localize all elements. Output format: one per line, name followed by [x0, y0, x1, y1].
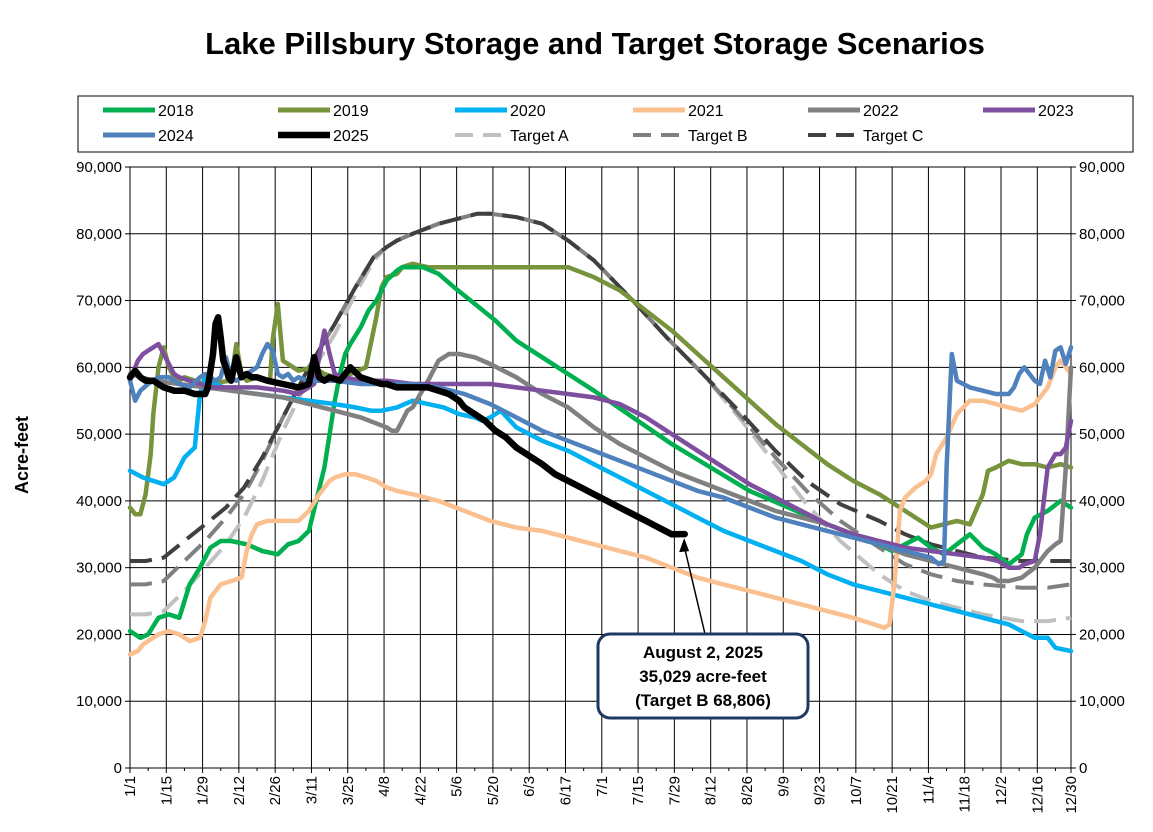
- y-tick-label-right: 70,000: [1079, 293, 1125, 310]
- legend-label-2018: 2018: [158, 103, 194, 120]
- y-tick-label-left: 30,000: [76, 560, 122, 577]
- series-line-2024: [127, 341, 1074, 567]
- x-tick-label: 4/22: [412, 776, 429, 805]
- x-tick-label: 6/3: [521, 776, 538, 797]
- x-tick-label: 10/21: [884, 776, 901, 814]
- y-tick-label-left: 80,000: [76, 226, 122, 243]
- legend-label-target-b: Target B: [688, 128, 748, 145]
- y-tick-label-right: 20,000: [1079, 626, 1125, 643]
- y-tick-label-left: 60,000: [76, 359, 122, 376]
- x-tick-label: 1/15: [158, 776, 175, 805]
- y-tick-label-left: 90,000: [76, 159, 122, 176]
- x-tick-label: 9/23: [812, 776, 829, 805]
- x-tick-label: 10/7: [848, 776, 865, 805]
- x-tick-label: 11/4: [920, 776, 937, 804]
- series-line-2020: [127, 375, 1074, 654]
- x-tick-label: 12/16: [1029, 776, 1046, 814]
- y-tick-label-right: 30,000: [1079, 560, 1125, 577]
- series-line-2022: [127, 351, 1074, 584]
- x-tick-label: 1/1: [122, 776, 139, 797]
- y-tick-label-right: 60,000: [1079, 359, 1125, 376]
- legend-box: [77, 95, 1134, 153]
- y-tick-label-right: 0: [1079, 760, 1087, 777]
- x-tick-label: 2/12: [231, 776, 248, 805]
- series-line-2025: [126, 314, 688, 538]
- x-tick-label: 5/20: [485, 776, 502, 805]
- x-tick-label: 5/6: [449, 776, 466, 797]
- y-tick-label-left: 50,000: [76, 426, 122, 443]
- series-line-2023: [127, 328, 1074, 570]
- series-group: [126, 211, 1074, 657]
- annotation-arrowhead: [679, 538, 690, 553]
- x-tick-label: 3/25: [340, 776, 357, 805]
- annotation: August 2, 2025 35,029 acre-feet (Target B …: [596, 538, 810, 720]
- annotation-box: [596, 632, 810, 720]
- legend-label-2024: 2024: [158, 128, 194, 145]
- x-tick-label: 12/30: [1063, 776, 1080, 814]
- x-tick-label: 6/17: [558, 776, 575, 805]
- y-tick-label-right: 40,000: [1079, 493, 1125, 510]
- x-tick-label: 8/26: [739, 776, 756, 805]
- y-tick-label-left: 10,000: [76, 693, 122, 710]
- legend-label-2022: 2022: [863, 103, 899, 120]
- chart-title: Lake Pillsbury Storage and Target Storag…: [205, 26, 985, 61]
- y-tick-label-right: 10,000: [1079, 693, 1125, 710]
- y-tick-label-left: 20,000: [76, 626, 122, 643]
- series-line-2018: [127, 264, 1074, 641]
- annotation-pointer: [683, 545, 706, 635]
- x-tick-label: 7/29: [666, 776, 683, 805]
- legend-label-2023: 2023: [1038, 103, 1074, 120]
- legend-label-target-a: Target A: [510, 128, 569, 145]
- legend: 2018 2019 2020 2021 2022 2023 2024 2025 Target A…: [103, 103, 1074, 145]
- x-tick-label: 4/8: [376, 776, 393, 797]
- x-tick-label: 7/1: [594, 776, 611, 797]
- annotation-text-line: 35,029 acre-feet: [639, 667, 767, 686]
- x-tick-label: 1/29: [195, 776, 212, 805]
- y-axis-left: 0 10,000 20,000 30,000 40,000 50,000 60,000 70,…: [76, 159, 130, 777]
- y-axis-label: Acre-feet: [12, 416, 32, 494]
- x-tick-label: 3/11: [303, 776, 320, 804]
- legend-label-target-c: Target C: [863, 128, 923, 145]
- x-tick-label: 11/18: [957, 776, 974, 812]
- series-line-2021: [127, 358, 1074, 657]
- legend-label-2019: 2019: [333, 103, 369, 120]
- y-tick-label-left: 0: [114, 760, 122, 777]
- x-tick-label: 9/9: [775, 776, 792, 797]
- y-tick-label-right: 50,000: [1079, 426, 1125, 443]
- y-tick-label-right: 90,000: [1079, 159, 1125, 176]
- y-tick-label-left: 40,000: [76, 493, 122, 510]
- y-tick-label-right: 80,000: [1079, 226, 1125, 243]
- x-tick-label: 7/15: [630, 776, 647, 805]
- x-tick-label: 12/2: [993, 776, 1010, 805]
- y-tick-label-left: 70,000: [76, 293, 122, 310]
- legend-label-2021: 2021: [688, 103, 724, 120]
- x-tick-label: 2/26: [267, 776, 284, 805]
- legend-label-2025: 2025: [333, 128, 369, 145]
- series-line-target-c: [130, 211, 1071, 563]
- x-tick-label: 8/12: [703, 776, 720, 805]
- annotation-text-line: (Target B 68,806): [635, 691, 771, 710]
- annotation-text-line: August 2, 2025: [643, 643, 763, 662]
- legend-label-2020: 2020: [510, 103, 546, 120]
- x-axis: 1/1 1/15 1/29 2/12 2/26 3/11 3/25 4/8 4/22 5/6 5/2…: [122, 768, 1080, 814]
- y-axis-right: 0 10,000 20,000 30,000 40,000 50,000 60,000 70,…: [1071, 159, 1125, 777]
